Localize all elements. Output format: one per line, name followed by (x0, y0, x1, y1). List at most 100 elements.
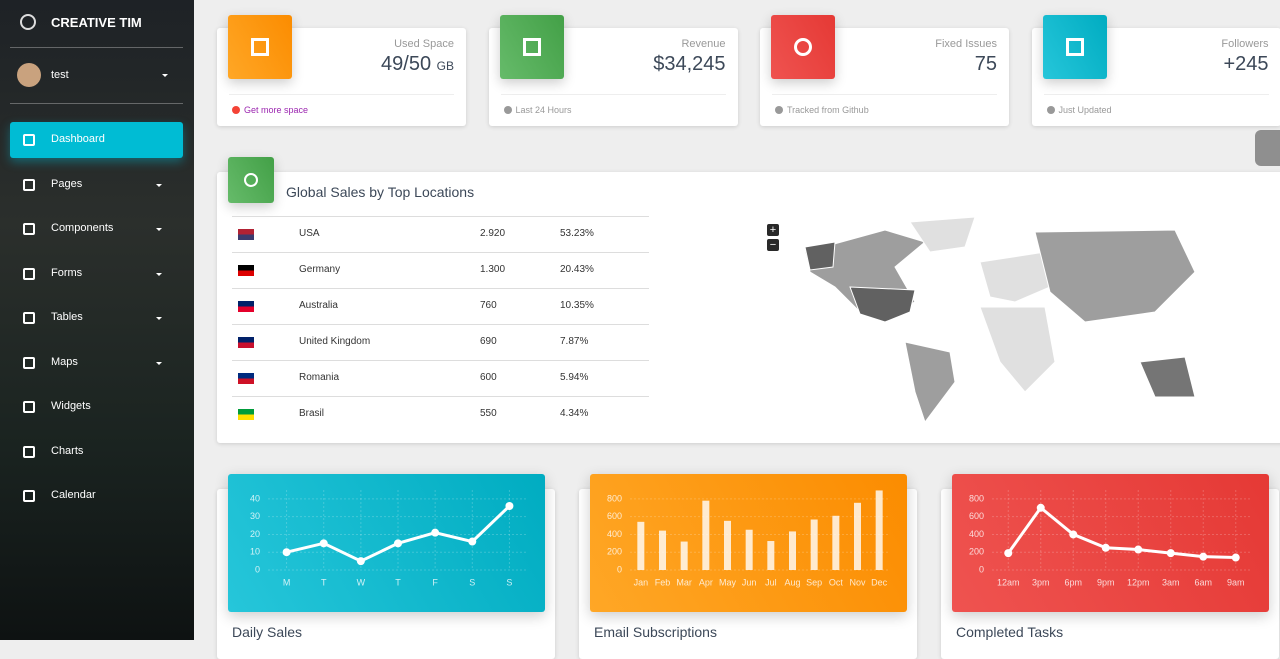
y-tick-label: 400 (607, 529, 622, 539)
caret (156, 228, 162, 234)
x-tick-label: 6pm (1064, 577, 1082, 587)
point (431, 529, 439, 537)
x-tick-label: Jun (742, 577, 757, 587)
point (1069, 530, 1077, 538)
stat-footer: Tracked from Github (787, 105, 869, 115)
nav-item[interactable]: Calendar (51, 489, 96, 501)
stat-unit: GB (437, 59, 454, 73)
flag (238, 409, 254, 420)
stat-footer: Last 24 Hours (516, 105, 572, 115)
y-tick-label: 200 (969, 547, 984, 557)
brand[interactable]: CREATIVE TIM (51, 15, 142, 30)
x-tick-label: Apr (699, 577, 713, 587)
footer-icon (1047, 106, 1055, 114)
flag (238, 265, 254, 276)
nav-item[interactable]: Pages (51, 178, 82, 190)
point (357, 557, 365, 565)
map-region[interactable] (980, 307, 1055, 392)
x-tick-label: 3am (1162, 577, 1180, 587)
nav-item[interactable]: Maps (51, 356, 78, 368)
stat-value: 49/50 GB (381, 53, 454, 76)
stat-value: $34,245 (653, 53, 725, 76)
point (320, 539, 328, 547)
bar (876, 490, 883, 570)
world-map (765, 212, 1225, 432)
divider (229, 94, 454, 95)
nav-icon (23, 268, 35, 280)
nav-item[interactable]: Components (51, 222, 113, 234)
table-cell: Germany (299, 264, 340, 275)
x-tick-label: M (283, 577, 291, 587)
nav-icon (23, 446, 35, 458)
table-cell: 550 (480, 408, 497, 419)
y-tick-label: 200 (607, 547, 622, 557)
footer-icon (232, 106, 240, 114)
zoom-in[interactable]: + (767, 224, 779, 236)
point (1134, 546, 1142, 554)
table-cell: USA (299, 228, 320, 239)
stat-footer[interactable]: Get more space (244, 105, 308, 115)
divider (10, 47, 183, 48)
flag (238, 301, 254, 312)
y-tick-label: 400 (969, 529, 984, 539)
divider (10, 103, 183, 104)
map-region[interactable] (980, 252, 1050, 302)
table-cell: 760 (480, 300, 497, 311)
x-tick-label: Jan (634, 577, 649, 587)
nav-icon (23, 223, 35, 235)
x-tick-label: S (469, 577, 475, 587)
bar (681, 542, 688, 570)
table-cell: 690 (480, 336, 497, 347)
point (1199, 553, 1207, 561)
stat-value-text: 49/50 (381, 53, 431, 75)
nav-icon (23, 134, 35, 146)
stat-glyph (794, 38, 812, 56)
footer-icon (504, 106, 512, 114)
nav-item[interactable]: Forms (51, 267, 82, 279)
divider (501, 94, 726, 95)
nav-icon (23, 357, 35, 369)
nav-item[interactable]: Dashboard (51, 133, 105, 145)
x-tick-label: Jul (765, 577, 777, 587)
table-cell: 600 (480, 372, 497, 383)
avatar[interactable] (17, 63, 41, 87)
table-cell: 4.34% (560, 408, 588, 419)
nav-icon (23, 179, 35, 191)
map-region[interactable] (850, 287, 915, 322)
table-cell: 2.920 (480, 228, 505, 239)
y-tick-label: 800 (607, 493, 622, 503)
row-divider (232, 396, 649, 397)
x-tick-label: Oct (829, 577, 844, 587)
point (1037, 504, 1045, 512)
nav-item[interactable]: Charts (51, 445, 83, 457)
map-region[interactable] (905, 342, 955, 422)
divider (772, 94, 997, 95)
table-cell: 53.23% (560, 228, 594, 239)
settings-tab[interactable] (1255, 130, 1280, 166)
zoom-out[interactable]: − (767, 239, 779, 251)
x-tick-label: May (719, 577, 737, 587)
x-tick-label: 9am (1227, 577, 1245, 587)
caret (162, 74, 168, 80)
user-name[interactable]: test (51, 69, 69, 81)
map-region[interactable] (1140, 357, 1195, 397)
x-tick-label: 6am (1194, 577, 1212, 587)
y-tick-label: 30 (250, 511, 260, 521)
stat-label: Followers (1221, 38, 1268, 50)
chart-title: Email Subscriptions (594, 624, 717, 640)
x-tick-label: F (432, 577, 438, 587)
caret (156, 362, 162, 368)
point (1102, 544, 1110, 552)
map-region[interactable] (1035, 230, 1195, 322)
nav-item[interactable]: Widgets (51, 400, 91, 412)
x-tick-label: Feb (655, 577, 671, 587)
y-tick-label: 600 (607, 511, 622, 521)
bar (832, 516, 839, 570)
nav-item[interactable]: Tables (51, 311, 83, 323)
table-cell: 20.43% (560, 264, 594, 275)
map-region[interactable] (805, 242, 835, 270)
x-tick-label: Nov (849, 577, 866, 587)
